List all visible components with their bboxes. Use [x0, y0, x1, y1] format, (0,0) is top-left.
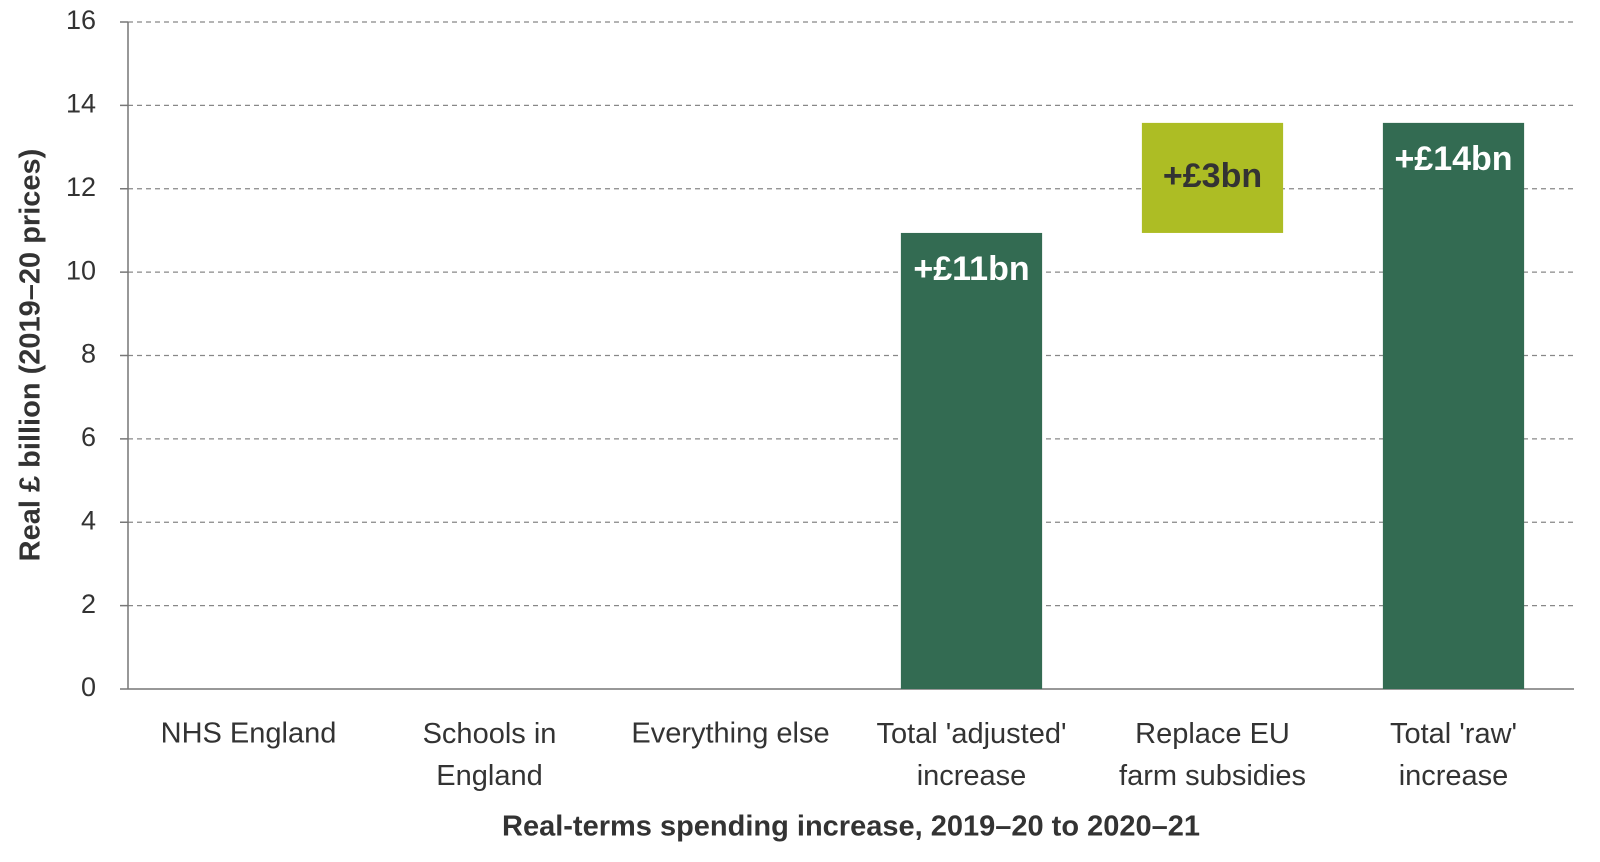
bar	[1141, 122, 1284, 233]
bar	[900, 232, 1043, 689]
y-tick-label: 0	[81, 672, 96, 702]
y-tick-label: 8	[81, 339, 96, 369]
y-tick-label: 12	[66, 172, 96, 202]
x-axis-title: Real-terms spending increase, 2019–20 to…	[502, 811, 1200, 843]
value-label: +£14bn	[1394, 140, 1512, 178]
x-tick-label: Total 'adjusted' increase	[876, 718, 1066, 792]
bar	[1382, 122, 1525, 690]
x-tick-label: Everything else	[631, 718, 829, 750]
y-tick-label: 14	[66, 89, 96, 119]
y-axis-title: Real £ billion (2019–20 prices)	[15, 149, 47, 562]
y-tick-label: 4	[81, 505, 96, 535]
x-tick-label: Schools in England	[423, 718, 557, 792]
y-tick-label: 2	[81, 589, 96, 619]
value-label: +£3bn	[1163, 157, 1262, 195]
y-tick-label: 6	[81, 422, 96, 452]
y-tick-label: 10	[66, 255, 96, 285]
y-tick-label: 16	[66, 5, 96, 35]
x-tick-label: Total 'raw' increase	[1390, 718, 1517, 792]
value-label: +£11bn	[913, 250, 1029, 288]
x-tick-label: NHS England	[161, 718, 337, 750]
x-tick-label: Replace EU farm subsidies	[1119, 718, 1306, 792]
